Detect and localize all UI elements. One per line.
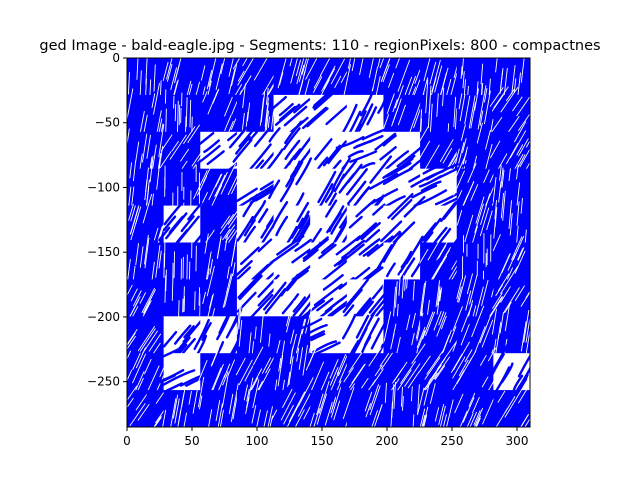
segment-tile (162, 381, 201, 427)
segment-tile (492, 164, 530, 209)
segment-tile (419, 58, 459, 108)
segment-tile (127, 82, 165, 138)
segment-tile (379, 343, 426, 396)
y-tick-label: −50 (95, 116, 120, 130)
segment-tile (198, 205, 244, 255)
segment-tile (419, 279, 458, 321)
segment-tile (273, 300, 314, 367)
segment-tile (492, 234, 530, 282)
segment-tile (163, 269, 201, 321)
segment-tile (158, 199, 212, 254)
segment-tile (456, 58, 494, 107)
segment-tile (335, 235, 394, 290)
x-tick-label: 300 (506, 434, 529, 448)
y-tick-label: 0 (112, 51, 120, 65)
segment-tile (127, 193, 166, 258)
y-tick-label: −100 (87, 180, 120, 194)
segment-tile (273, 58, 311, 111)
segment-tile (197, 376, 239, 427)
segment-tile (236, 377, 275, 427)
x-tick-label: 200 (376, 434, 399, 448)
segment-tile (343, 58, 384, 108)
segment-tile (163, 233, 201, 296)
segment-tile (417, 378, 458, 427)
segment-tile (491, 302, 530, 364)
segment-tile (343, 347, 390, 395)
segment-tile (273, 340, 311, 393)
segment-tile (233, 238, 284, 288)
segment-tile (456, 273, 496, 326)
chart-title: ged Image - bald-eagle.jpg - Segments: 1… (39, 38, 600, 54)
segment-tile (489, 121, 530, 179)
segment-tile (193, 162, 241, 207)
segment-tile (302, 86, 353, 133)
segment-tile (127, 160, 165, 221)
y-tick-label: −150 (87, 245, 120, 259)
x-tick-label: 150 (311, 434, 334, 448)
segment-tile (305, 58, 350, 110)
segment-tile (346, 198, 386, 246)
segment-tile (419, 234, 459, 291)
x-tick-label: 0 (123, 434, 131, 448)
segment-tile (375, 232, 424, 291)
segment-tile (456, 193, 494, 253)
segment-tile (453, 122, 494, 181)
segment-tile (454, 390, 496, 427)
segment-tile (416, 310, 461, 356)
segment-tile (368, 161, 432, 211)
segment-tile (163, 164, 201, 211)
segment-tile (270, 377, 315, 427)
x-tick-label: 50 (184, 434, 199, 448)
segment-tile (127, 234, 165, 288)
segment-tile (236, 304, 275, 361)
segment-tile (163, 89, 201, 145)
axes-frame (126, 57, 531, 428)
y-tick-label: −250 (87, 375, 120, 389)
segment-tile (342, 384, 384, 427)
segment-tile (235, 346, 276, 398)
segment-tile (159, 124, 206, 180)
segment-tile (417, 125, 463, 176)
segment-tile (418, 341, 458, 397)
segment-tile (127, 316, 165, 359)
segment-tile (379, 58, 421, 108)
segment-tile (127, 383, 172, 427)
segment-tile (127, 279, 165, 325)
y-axis: 0 −50 −100 −150 −200 −250 (87, 51, 127, 389)
y-tick-label: −200 (87, 310, 120, 324)
segment-tile (341, 310, 387, 364)
segment-tile (309, 380, 352, 427)
segment-tile (383, 310, 424, 360)
x-tick-label: 250 (441, 434, 464, 448)
segment-tile (485, 86, 530, 141)
segment-tile (419, 79, 458, 142)
segment-tile (268, 157, 313, 212)
segment-tile (450, 341, 499, 399)
segment-tile (271, 201, 317, 248)
segment-tile (200, 88, 243, 134)
segment-tile (335, 125, 395, 170)
segment-tile (452, 304, 497, 362)
segment-tile (383, 381, 421, 427)
segmented-image (127, 58, 530, 427)
segment-tile (493, 388, 530, 427)
x-axis: 0 50 100 150 200 250 300 (123, 427, 528, 448)
segment-tile (493, 58, 530, 101)
segment-tile (195, 345, 238, 401)
x-tick-label: 100 (246, 434, 269, 448)
segment-tile (236, 273, 280, 322)
